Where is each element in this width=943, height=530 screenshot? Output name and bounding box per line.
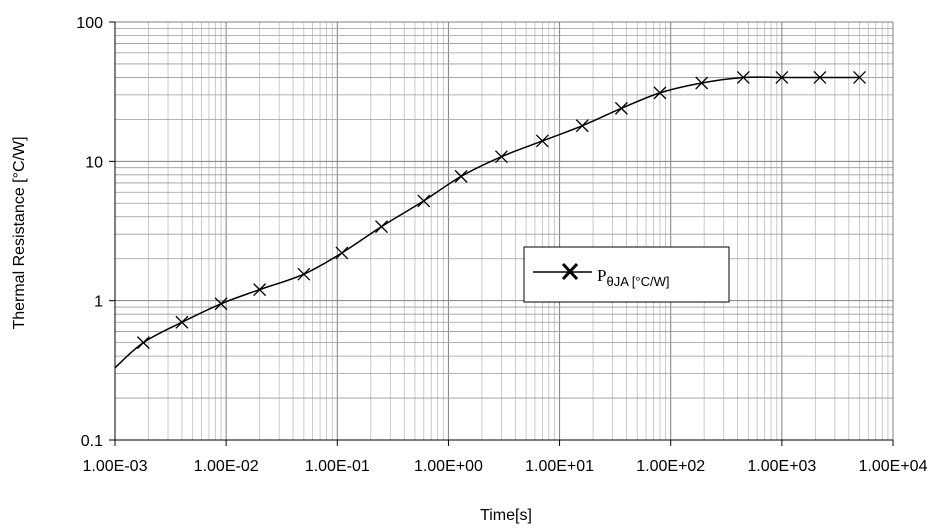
y-tick-label: 100 — [76, 15, 103, 32]
marker-stroke — [653, 86, 667, 100]
series-markers — [136, 70, 867, 350]
marker-stroke — [335, 246, 349, 260]
x-tick-label: 1.00E+02 — [636, 458, 705, 475]
marker-stroke — [695, 76, 709, 90]
x-tick-label: 1.00E+03 — [747, 458, 816, 475]
data-point-marker — [375, 220, 388, 234]
x-tick-label: 1.00E+00 — [414, 458, 483, 475]
data-point-marker — [813, 70, 827, 84]
legend-label: PθJA [°C/W] — [597, 266, 669, 289]
data-point-marker — [214, 297, 228, 311]
legend-label-main: P — [597, 266, 606, 285]
x-tick-labels: 1.00E-03 1.00E-02 1.00E-01 1.00E+00 1.00E+01… — [83, 458, 928, 475]
y-tick-label: 10 — [85, 154, 103, 171]
y-axis-title: Thermal Resistance [°C/W] — [11, 136, 28, 329]
data-point-marker — [494, 150, 508, 164]
data-point-marker — [614, 101, 628, 115]
legend-x-marker — [561, 262, 579, 281]
data-point-marker — [297, 267, 311, 281]
data-point-marker — [253, 283, 267, 297]
y-tick-label: 0.1 — [81, 433, 103, 450]
marker-stroke — [535, 134, 549, 148]
marker-stroke — [297, 267, 311, 281]
x-axis-title: Time[s] — [480, 507, 532, 524]
legend-label-sub: θJA [°C/W] — [606, 274, 669, 289]
marker-stroke — [417, 194, 431, 208]
data-point-marker — [695, 76, 709, 90]
y-tick-labels: 0.1 1 10 100 — [76, 15, 103, 450]
x-tick-label: 1.00E-01 — [305, 458, 370, 475]
x-tick-label: 1.00E-02 — [194, 458, 259, 475]
marker-stroke — [136, 336, 150, 350]
data-point-marker — [136, 336, 150, 350]
marker-stroke — [175, 315, 189, 329]
legend-box — [523, 246, 730, 303]
grid — [114, 21, 894, 441]
data-point-marker — [175, 315, 189, 329]
y-tick-label: 1 — [94, 294, 103, 311]
data-point-marker — [575, 119, 589, 133]
data-point-marker — [454, 169, 468, 183]
data-point-marker — [653, 86, 667, 100]
data-point-marker — [335, 246, 349, 260]
marker-stroke — [813, 70, 827, 84]
data-point-marker — [736, 70, 750, 84]
marker-stroke — [614, 101, 628, 115]
marker-stroke — [375, 220, 388, 234]
data-point-marker — [853, 70, 867, 84]
marker-stroke — [253, 283, 267, 297]
x-tick-label: 1.00E+01 — [525, 458, 594, 475]
marker-stroke — [454, 169, 468, 183]
marker-stroke — [853, 70, 867, 84]
marker-stroke — [775, 70, 789, 84]
x-tick-label: 1.00E+04 — [859, 458, 928, 475]
marker-stroke — [736, 70, 750, 84]
legend: PθJA [°C/W] — [523, 246, 730, 303]
marker-stroke — [575, 119, 589, 133]
data-point-marker — [535, 134, 549, 148]
data-point-marker — [417, 194, 431, 208]
marker-stroke — [494, 150, 508, 164]
series-line — [114, 76, 860, 369]
x-tick-label: 1.00E-03 — [83, 458, 148, 475]
marker-stroke — [214, 297, 228, 311]
axes — [109, 21, 894, 446]
data-point-marker — [775, 70, 789, 84]
